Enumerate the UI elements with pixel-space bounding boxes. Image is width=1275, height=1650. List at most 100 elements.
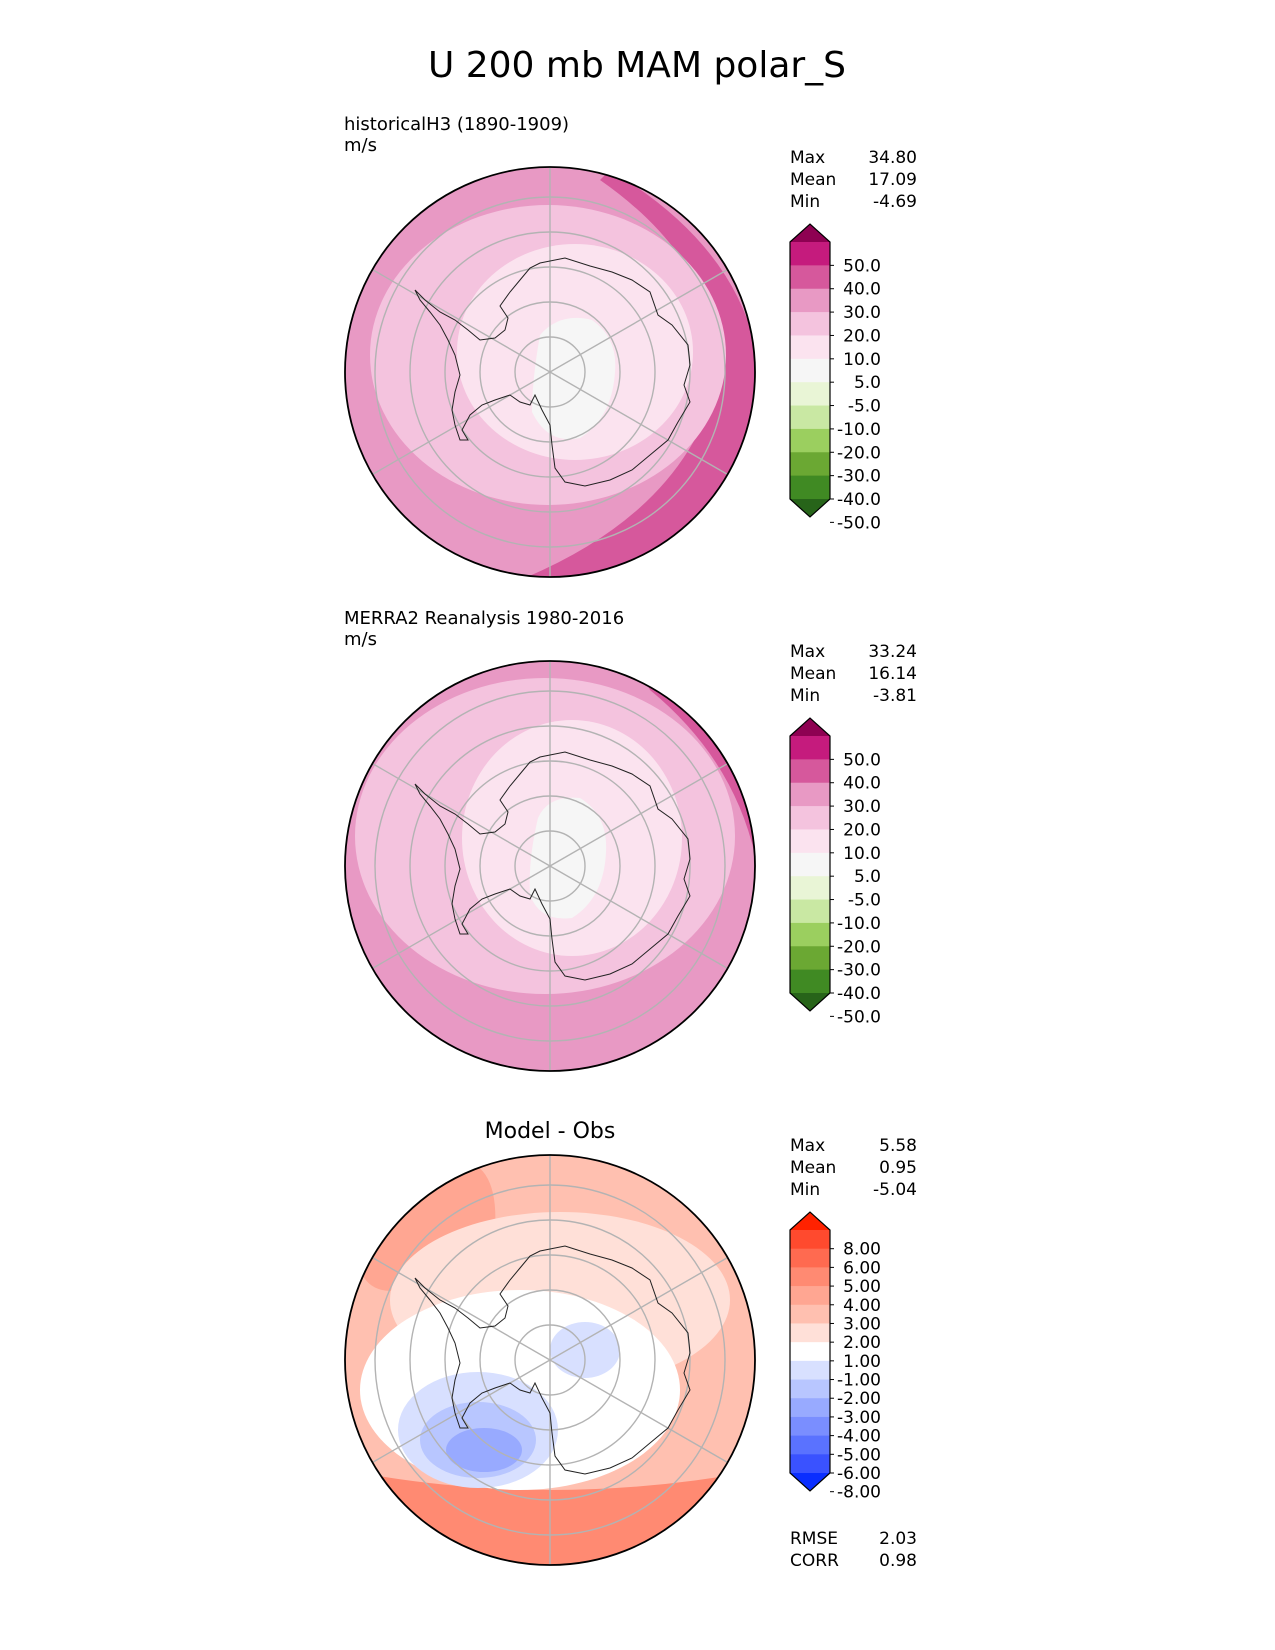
panel-3-colorbar-label: -4.00 [837, 1427, 881, 1447]
panel-2-units: m/s [344, 629, 377, 650]
panel-3-colorbar-extend-max [790, 1212, 830, 1230]
panel-3-colorbar-label: 5.00 [843, 1277, 881, 1297]
panel-1-subtitle: historicalH3 (1890-1909) [344, 114, 569, 135]
panel-1-colorbar-segment [790, 358, 830, 383]
panel-3-stat-min-label: Min [790, 1180, 820, 1200]
panel-2-colorbar-segment [790, 946, 830, 971]
panel-1-grid [367, 167, 733, 577]
panel-2-map-border [344, 660, 756, 1072]
panel-3-metric-corr-label: CORR [790, 1551, 839, 1571]
panel-1-colorbar-label: -40.0 [837, 490, 881, 510]
panel-3-stats: Max 5.58 Mean 0.95 Min -5.04 [790, 1136, 917, 1200]
panel-3-field-neg-east [550, 1322, 620, 1378]
panel-3-colorbar-label: 6.00 [843, 1258, 881, 1278]
panel-3-subtitle: Model - Obs [485, 1119, 616, 1144]
panel-3-colorbar-label: 1.00 [843, 1352, 881, 1372]
panel-3-colorbar-segment [790, 1304, 830, 1324]
panel-2-colorbar-label: 30.0 [843, 797, 881, 817]
panel-1-colorbar-label: 40.0 [843, 280, 881, 300]
panel-3-stat-max-value: 5.58 [879, 1136, 917, 1156]
panel-3-metric-rmse-label: RMSE [790, 1529, 838, 1549]
panel-2-stat-min-value: -3.81 [873, 686, 917, 706]
panel-1-stats: Max 34.80 Mean 17.09 Min -4.69 [790, 148, 917, 212]
panel-2-colorbar-segment [790, 922, 830, 947]
panel-1-colorbar-label: 20.0 [843, 326, 881, 346]
panel-3-colorbar-label: 3.00 [843, 1314, 881, 1334]
panel-2-colorbar-segment [790, 806, 830, 830]
panel-3-map-border [344, 1154, 756, 1566]
panel-3-colorbar-segment [790, 1230, 830, 1250]
panel-2-colorbar-extend-min [790, 993, 830, 1011]
figure-title: U 200 mb MAM polar_S [428, 45, 846, 86]
panel-2: MERRA2 Reanalysis 1980-2016 m/s Max 33.2… [344, 608, 917, 1072]
panel-2-stat-max-label: Max [790, 642, 825, 662]
panel-1-map-border [344, 166, 756, 578]
panel-1: historicalH3 (1890-1909) m/s Max 34.80 M… [344, 114, 917, 578]
panel-2-stat-mean-label: Mean [790, 664, 836, 684]
panel-2-map [345, 661, 755, 1071]
panel-3-metric-corr-value: 0.98 [879, 1551, 917, 1571]
panel-2-coastline [414, 751, 691, 981]
panel-3-colorbar-segment [790, 1323, 830, 1343]
panel-1-colorbar-label: -20.0 [837, 443, 881, 463]
panel-3-colorbar-extend-min [790, 1473, 830, 1491]
panel-3-colorbar-label: -1.00 [837, 1371, 881, 1391]
panel-2-colorbar-label: 10.0 [843, 844, 881, 864]
panel-1-colorbar-segment [790, 382, 830, 407]
panel-3-colorbar-label: -5.00 [837, 1445, 881, 1465]
panel-1-colorbar-segment [790, 312, 830, 336]
panel-1-units: m/s [344, 135, 377, 156]
panel-1-colorbar-segment [790, 265, 830, 290]
panel-1-colorbar-label: 30.0 [843, 303, 881, 323]
panel-1-stat-min-label: Min [790, 192, 820, 212]
panel-1-stat-min-value: -4.69 [873, 192, 917, 212]
panel-3-colorbar-segment [790, 1435, 830, 1455]
panel-3-colorbar-label: -2.00 [837, 1389, 881, 1409]
panel-1-colorbar-label: -10.0 [837, 420, 881, 440]
panel-1-colorbar: 50.0 40.0 30.0 20.0 10.0 5.0 -5.0 -10.0 -20.0 -30… [789, 223, 881, 533]
panel-1-colorbar-segment [790, 475, 830, 500]
panel-1-colorbar-segment [790, 405, 830, 430]
panel-1-colorbar-label: -5.0 [848, 397, 881, 417]
panel-3-colorbar: 8.006.005.004.003.002.001.00-1.00-2.00-3… [789, 1211, 881, 1503]
panel-3-metric-rmse-value: 2.03 [879, 1529, 917, 1549]
panel-2-stats: Max 33.24 Mean 16.14 Min -3.81 [790, 642, 917, 706]
panel-3-stat-min-value: -5.04 [873, 1180, 917, 1200]
panel-1-colorbar-segment [790, 452, 830, 477]
panel-2-colorbar-label: -30.0 [837, 961, 881, 981]
panel-2-colorbar-label: -10.0 [837, 914, 881, 934]
panel-1-colorbar-label: 10.0 [843, 350, 881, 370]
panel-1-colorbar-segment [790, 335, 830, 360]
panel-1-stat-max-value: 34.80 [868, 148, 917, 168]
panel-2-stat-min-label: Min [790, 686, 820, 706]
panel-2-colorbar-label: -40.0 [837, 984, 881, 1004]
panel-2-field-jet [640, 672, 755, 860]
panel-3-colorbar-segment [790, 1398, 830, 1418]
panel-2-subtitle: MERRA2 Reanalysis 1980-2016 [344, 608, 624, 629]
panel-3-colorbar-label: 8.00 [843, 1240, 881, 1260]
panel-3-colorbar-segment [790, 1360, 830, 1381]
panel-3-colorbar-segment [790, 1416, 830, 1437]
panel-2-grid [367, 661, 733, 1071]
panel-2-colorbar-label: 50.0 [843, 750, 881, 770]
panel-3-coastline [414, 1245, 691, 1475]
panel-1-colorbar-label: 50.0 [843, 256, 881, 276]
panel-3-colorbar-label: 2.00 [843, 1333, 881, 1353]
panel-2-stat-max-value: 33.24 [868, 642, 917, 662]
panel-1-stat-mean-value: 17.09 [868, 170, 917, 190]
panel-3-colorbar-label: 4.00 [843, 1296, 881, 1316]
panel-3-colorbar-segment [790, 1248, 830, 1268]
panel-1-stat-max-label: Max [790, 148, 825, 168]
panel-2-colorbar-segment [790, 759, 830, 784]
panel-3-stat-mean-label: Mean [790, 1158, 836, 1178]
panel-1-colorbar-segment [790, 288, 830, 313]
panel-2-colorbar-segment [790, 876, 830, 901]
panel-3-colorbar-segment [790, 1379, 830, 1399]
panel-1-colorbar-label: 5.0 [854, 373, 881, 393]
panel-3: Model - Obs Max 5.58 Me [344, 1119, 917, 1571]
panel-3-stat-mean-value: 0.95 [879, 1158, 917, 1178]
panel-1-colorbar-label: -50.0 [837, 513, 881, 533]
panel-3-colorbar-label: -8.00 [837, 1483, 881, 1503]
panel-1-colorbar-segment [790, 242, 830, 266]
